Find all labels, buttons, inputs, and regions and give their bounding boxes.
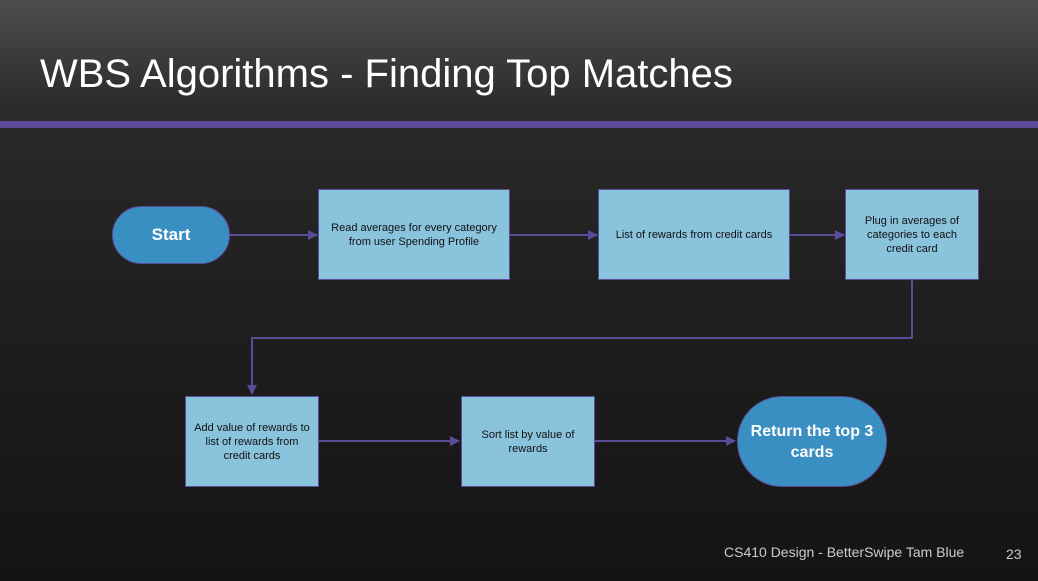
sort-list-node-label: Sort list by value of rewards	[481, 428, 575, 455]
list-rewards-node-label: List of rewards from credit cards	[615, 228, 773, 241]
slide-title: WBS Algorithms - Finding Top Matches	[40, 52, 733, 96]
add-value-node: Add value of rewards to list of rewards …	[185, 396, 319, 487]
plug-averages-node: Plug in averages of categories to each c…	[845, 189, 979, 280]
sort-list-node: Sort list by value of rewards	[461, 396, 595, 487]
edge-plug-averages-to-add-value	[247, 280, 913, 395]
plug-averages-node-label: Plug in averages of categories to each c…	[864, 214, 960, 255]
start-node-label: Start	[151, 225, 191, 244]
read-averages-node: Read averages for every category from us…	[318, 189, 510, 280]
return-top-node: Return the top 3 cards	[737, 396, 887, 487]
start-node: Start	[112, 206, 230, 264]
slide-footer: CS410 Design - BetterSwipe Tam Blue	[724, 544, 965, 560]
title-divider	[0, 121, 1038, 128]
add-value-node-label: Add value of rewards to list of rewards …	[194, 421, 310, 462]
slide-page-number: 23	[1006, 546, 1022, 562]
return-top-node-label: Return the top 3 cards	[750, 422, 874, 461]
read-averages-node-label: Read averages for every category from us…	[331, 221, 497, 248]
list-rewards-node: List of rewards from credit cards	[598, 189, 790, 280]
